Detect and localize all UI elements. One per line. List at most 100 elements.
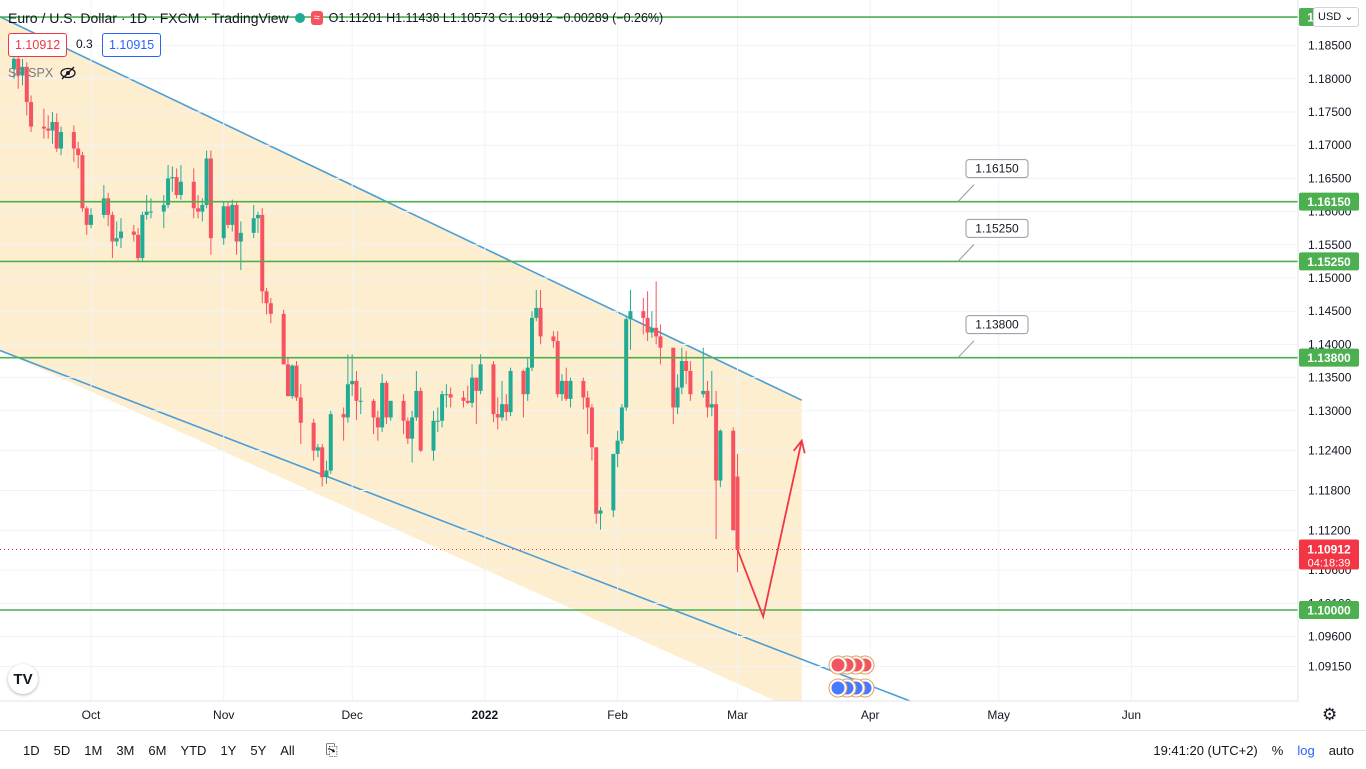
candle[interactable] (208, 150, 213, 255)
candle[interactable] (341, 407, 346, 441)
candle[interactable] (178, 165, 183, 200)
candle[interactable] (508, 367, 513, 417)
candle[interactable] (24, 62, 29, 116)
candle[interactable] (435, 407, 440, 433)
candle[interactable] (260, 208, 265, 304)
candle[interactable] (298, 384, 303, 444)
candle[interactable] (89, 208, 93, 229)
settings-gear-icon[interactable]: ⚙ (1322, 705, 1338, 724)
candle[interactable] (50, 112, 55, 144)
candle[interactable] (388, 400, 393, 421)
candle[interactable] (285, 357, 290, 397)
timeframe-ytd[interactable]: YTD (180, 742, 207, 758)
candle[interactable] (170, 166, 175, 192)
forecast-path[interactable] (736, 440, 803, 620)
candle[interactable] (264, 287, 269, 315)
candle[interactable] (281, 309, 286, 365)
candle[interactable] (234, 201, 239, 255)
sell-button[interactable]: 1.10912 (8, 33, 68, 57)
candle[interactable] (345, 354, 350, 423)
candle[interactable] (118, 218, 123, 249)
candle[interactable] (671, 347, 676, 425)
buy-button[interactable]: 1.10915 (102, 33, 162, 57)
candle[interactable] (414, 370, 419, 421)
candle[interactable] (371, 398, 376, 435)
candle[interactable] (624, 316, 629, 411)
candle[interactable] (354, 370, 359, 421)
candle[interactable] (431, 410, 436, 461)
candle[interactable] (688, 361, 693, 401)
candle[interactable] (529, 311, 534, 371)
percent-toggle[interactable]: % (1271, 742, 1284, 758)
candle[interactable] (418, 387, 423, 452)
candle[interactable] (315, 444, 320, 458)
candle[interactable] (585, 390, 590, 435)
candle[interactable] (251, 204, 256, 239)
candle[interactable] (714, 390, 719, 539)
candle[interactable] (628, 289, 633, 350)
candle[interactable] (290, 364, 295, 399)
candle[interactable] (684, 351, 689, 385)
candle[interactable] (196, 195, 201, 219)
candle[interactable] (174, 168, 179, 199)
timeframe-6m[interactable]: 6M (148, 742, 167, 758)
candle[interactable] (641, 297, 646, 335)
time-axis[interactable] (0, 701, 1366, 730)
candle[interactable] (525, 357, 530, 401)
candle[interactable] (29, 95, 34, 132)
tradingview-logo[interactable]: TV (8, 664, 38, 694)
candle[interactable] (140, 211, 145, 262)
candle[interactable] (311, 418, 316, 461)
candle[interactable] (268, 297, 273, 324)
candle[interactable] (230, 199, 235, 232)
calendar-range-icon[interactable]: ⎘ (325, 741, 338, 759)
us-event-flags-icon[interactable] (828, 655, 875, 675)
candle[interactable] (615, 430, 620, 468)
candle[interactable] (538, 289, 543, 345)
candle[interactable] (735, 453, 740, 573)
candle[interactable] (144, 195, 149, 220)
timeframe-5y[interactable]: 5Y (250, 742, 267, 758)
candle[interactable] (80, 151, 85, 212)
candle[interactable] (705, 380, 710, 418)
candle[interactable] (131, 224, 136, 242)
candle[interactable] (521, 369, 526, 418)
candle[interactable] (448, 387, 453, 408)
candle[interactable] (478, 354, 483, 395)
candle[interactable] (675, 374, 680, 415)
candle[interactable] (551, 331, 556, 348)
candle[interactable] (384, 380, 389, 425)
level-note-box[interactable] (965, 159, 1029, 179)
channel-upper-line[interactable] (0, 16, 803, 401)
candle[interactable] (320, 444, 325, 487)
candle[interactable] (324, 460, 329, 484)
candle[interactable] (226, 201, 231, 229)
candle[interactable] (581, 377, 586, 410)
candle[interactable] (654, 281, 659, 345)
timeframe-5d[interactable]: 5D (53, 742, 71, 758)
candle[interactable] (649, 311, 654, 338)
channel-lower-line[interactable] (0, 349, 911, 702)
candle[interactable] (598, 507, 603, 530)
candle[interactable] (294, 361, 299, 401)
candle[interactable] (255, 211, 260, 233)
symbol-title[interactable]: Euro / U.S. Dollar · 1D · FXCM · Trading… (8, 10, 289, 26)
candle[interactable] (594, 447, 599, 524)
candle[interactable] (380, 374, 385, 433)
candle[interactable] (611, 453, 616, 518)
candle[interactable] (564, 367, 569, 401)
candle[interactable] (204, 150, 209, 209)
candle[interactable] (106, 193, 111, 227)
candle[interactable] (709, 370, 714, 417)
candle[interactable] (589, 404, 594, 461)
candle[interactable] (328, 410, 333, 474)
timeframe-1m[interactable]: 1M (84, 742, 103, 758)
timeframe-3m[interactable]: 3M (116, 742, 135, 758)
candle[interactable] (401, 394, 406, 435)
candle[interactable] (54, 113, 59, 152)
candle[interactable] (491, 361, 496, 423)
candle[interactable] (114, 221, 119, 247)
candle[interactable] (701, 347, 706, 398)
candle[interactable] (555, 331, 560, 398)
candle[interactable] (76, 141, 81, 169)
